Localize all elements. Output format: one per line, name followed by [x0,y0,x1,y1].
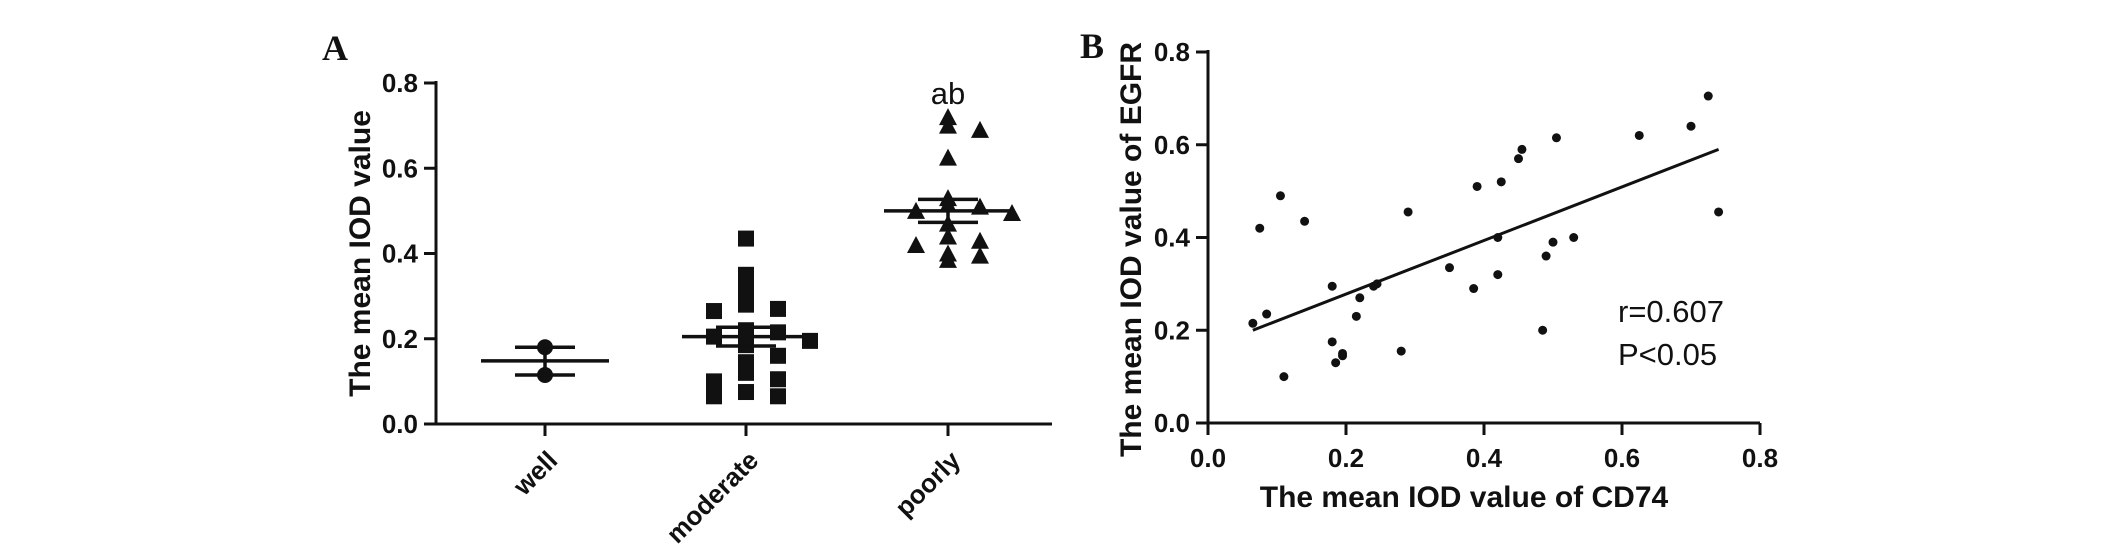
data-point [1262,309,1272,319]
data-point-poorly [939,250,957,268]
data-point-poorly [939,148,957,166]
data-point-moderate [738,296,754,313]
data-point-poorly [939,108,957,126]
y-tick-label: 0.0 [1154,408,1190,438]
data-point-moderate [738,266,754,283]
regression-line [1252,147,1720,332]
data-point [1517,144,1527,154]
data-point-moderate [738,281,754,298]
data-point [1514,154,1523,164]
correlation-r-annotation: r=0.607 [1618,294,1724,329]
data-point-moderate [706,373,722,390]
y-tick-label: 0.0 [382,409,418,439]
x-axis-title: The mean IOD value of CD74 [1260,481,1669,514]
data-point [1338,348,1348,358]
data-point-moderate [770,371,786,388]
data-point [1469,284,1479,294]
data-point [1355,293,1365,303]
panel-a-letter: A [322,28,348,68]
y-tick-label: 0.6 [1154,130,1190,160]
y-axis-title: The mean IOD value of EGFR [1115,42,1148,457]
x-tick-label-well: well [507,445,564,502]
x-tick-label: 0.8 [1742,443,1778,473]
data-point [1548,237,1558,247]
data-point-moderate [738,230,754,247]
panel-b-letter: B [1080,26,1104,66]
data-point [1279,372,1289,382]
data-point [1634,130,1644,140]
data-point [1569,233,1579,242]
y-tick-label: 0.2 [1154,315,1190,345]
y-tick-label: 0.6 [382,153,418,183]
data-point [1351,311,1361,321]
data-point [1403,207,1413,217]
data-point-poorly [971,231,989,249]
data-point [1331,358,1341,368]
data-point [1300,216,1310,226]
data-point [1493,270,1503,280]
data-point [1472,181,1482,191]
data-point-moderate [738,384,754,401]
significance-annotation: ab [931,76,965,111]
y-tick-label: 0.4 [382,239,419,269]
data-point-moderate [706,303,722,320]
x-tick-label: 0.4 [1466,443,1503,473]
x-tick-label: 0.6 [1604,443,1640,473]
data-point [1248,318,1258,328]
y-tick-label: 0.2 [382,324,418,354]
data-point-moderate [770,388,786,405]
data-point-poorly [907,235,925,253]
data-point-poorly [939,227,957,245]
data-point [1327,337,1337,347]
data-point [1714,207,1724,217]
data-point-moderate [770,300,786,317]
x-tick-label-moderate: moderate [660,445,764,549]
data-point [1551,133,1561,143]
x-tick-label: 0.0 [1190,443,1226,473]
y-tick-label: 0.4 [1154,223,1191,253]
data-point [1686,121,1696,131]
p-value-annotation: P<0.05 [1618,337,1717,372]
y-tick-label: 0.8 [1154,37,1190,67]
data-point-moderate [738,364,754,381]
data-point-poorly [971,246,989,264]
data-point-poorly [939,116,957,134]
x-tick-label-poorly: poorly [889,445,967,523]
data-point [1255,223,1265,233]
data-point-poorly [971,120,989,138]
data-point [1275,191,1285,201]
data-point [1445,263,1454,273]
data-point [1538,325,1548,335]
data-point [1541,251,1551,261]
x-tick-label: 0.2 [1328,443,1364,473]
data-point [1703,91,1713,101]
data-point [1496,177,1506,187]
data-point-moderate [706,388,722,405]
data-point-moderate [770,347,786,364]
y-axis-title: The mean IOD value [344,110,377,397]
data-point [1396,346,1406,356]
data-point [1327,281,1337,291]
y-tick-label: 0.8 [382,68,418,98]
